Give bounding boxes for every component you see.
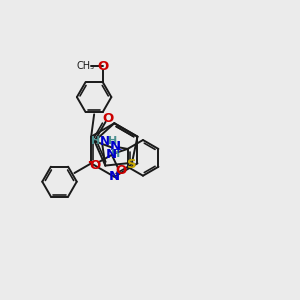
Text: -: -	[87, 154, 93, 169]
Text: CH₃: CH₃	[76, 61, 94, 71]
Text: N: N	[106, 148, 117, 161]
Text: N: N	[110, 140, 121, 153]
Text: O: O	[116, 164, 127, 177]
Text: O: O	[97, 60, 108, 73]
Text: +: +	[114, 146, 123, 155]
Text: H: H	[91, 136, 101, 146]
Text: O: O	[89, 159, 100, 172]
Text: N: N	[100, 135, 110, 148]
Text: H: H	[108, 136, 117, 146]
Text: H: H	[111, 149, 120, 159]
Text: O: O	[102, 112, 114, 125]
Text: S: S	[127, 158, 137, 171]
Text: N: N	[109, 170, 120, 183]
